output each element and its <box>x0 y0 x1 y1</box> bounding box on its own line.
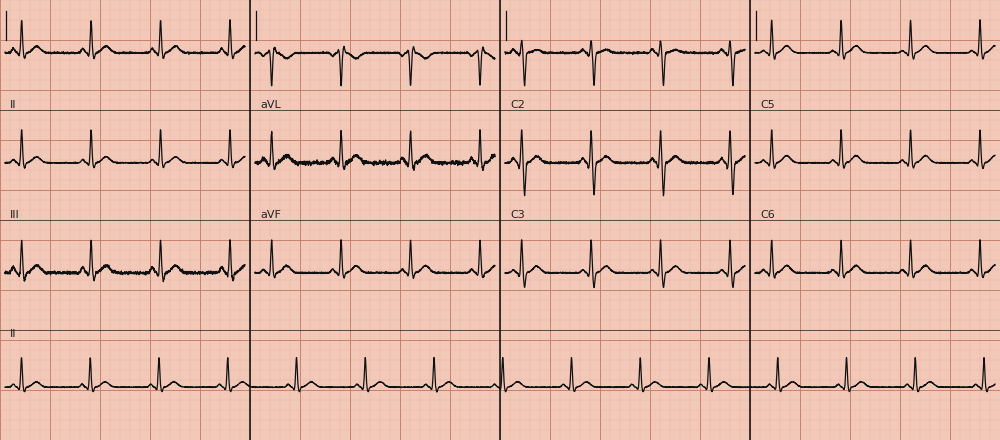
Text: III: III <box>10 210 20 220</box>
Text: aVF: aVF <box>260 210 281 220</box>
Text: C3: C3 <box>510 210 525 220</box>
Text: C2: C2 <box>510 100 525 110</box>
Text: II: II <box>10 329 16 339</box>
Text: aVL: aVL <box>260 100 281 110</box>
Text: II: II <box>10 100 16 110</box>
Text: C6: C6 <box>760 210 775 220</box>
Text: C5: C5 <box>760 100 775 110</box>
